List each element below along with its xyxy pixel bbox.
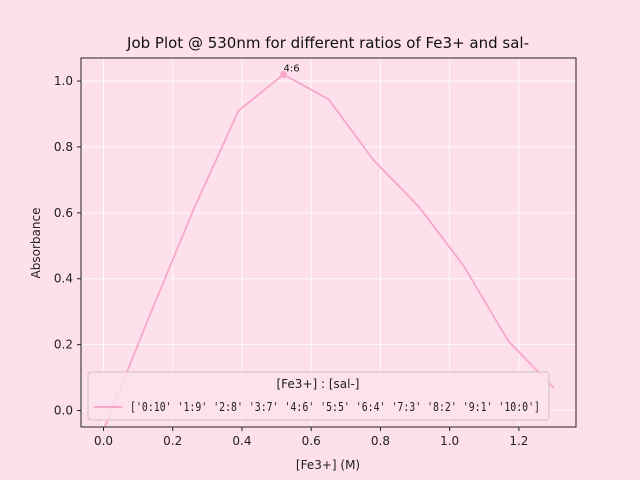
legend: [Fe3+] : [sal-] ['0:10' '1:9' '2:8' '3:7… xyxy=(87,371,550,421)
x-tick-label: 0.4 xyxy=(232,434,251,448)
legend-box xyxy=(87,371,550,421)
y-axis-label: Absorbance xyxy=(29,208,43,279)
data-point xyxy=(237,109,240,112)
annotation-layer: 4:6 xyxy=(280,63,300,78)
legend-title: [Fe3+] : [sal-] xyxy=(277,377,360,391)
x-tick-label: 1.2 xyxy=(509,434,528,448)
data-point xyxy=(372,159,375,162)
data-point xyxy=(147,317,150,320)
plot-area xyxy=(81,58,576,427)
plot-frame xyxy=(80,57,577,428)
y-tick-label: 0.4 xyxy=(54,272,73,286)
x-tick-label: 0.2 xyxy=(163,434,182,448)
data-point xyxy=(552,386,555,389)
y-tick-label: 0.0 xyxy=(54,404,73,418)
y-tick-label: 0.6 xyxy=(54,206,73,220)
data-point xyxy=(462,264,465,267)
x-tick-label: 1.0 xyxy=(440,434,459,448)
data-point xyxy=(327,98,330,101)
x-axis-label: [Fe3+] (M) xyxy=(296,458,360,472)
x-tick-label: 0.8 xyxy=(371,434,390,448)
data-point xyxy=(192,208,195,211)
y-tick-label: 0.2 xyxy=(54,338,73,352)
x-tick-label: 0.6 xyxy=(302,434,321,448)
ticks: 0.0 0.2 0.4 0.6 0.8 1.0 1.2 0.0 0.2 0.4 0.6 0.8 1.0 xyxy=(54,74,529,448)
data-point xyxy=(417,205,420,208)
max-point-marker xyxy=(280,70,287,78)
chart-title: Job Plot @ 530nm for different ratios of… xyxy=(126,34,529,52)
data-point xyxy=(507,340,510,343)
y-tick-label: 0.8 xyxy=(54,140,73,154)
max-point-label: 4:6 xyxy=(284,63,300,74)
y-tick-label: 1.0 xyxy=(54,74,73,88)
x-tick-label: 0.0 xyxy=(94,434,113,448)
legend-entry-label: ['0:10' '1:9' '2:8' '3:7' '4:6' '5:5' '6… xyxy=(130,400,540,414)
